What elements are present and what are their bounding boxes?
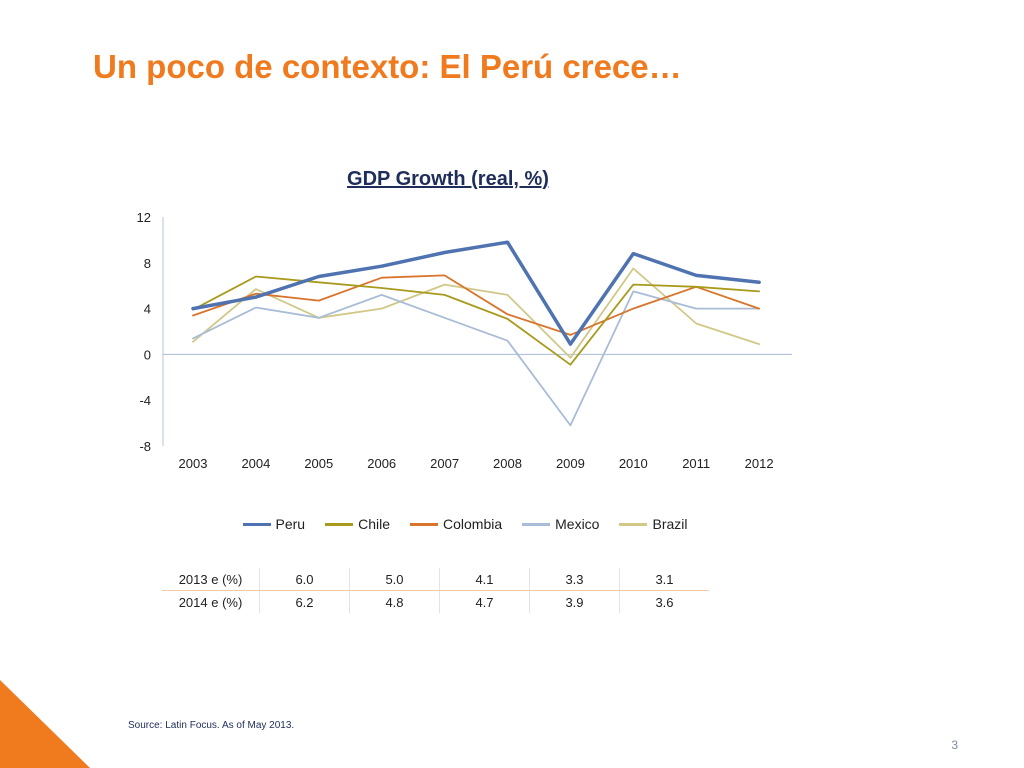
forecast-cell: 5.0 xyxy=(349,568,440,591)
y-tick-label: 0 xyxy=(144,347,151,362)
forecast-cell: 4.8 xyxy=(349,590,440,613)
forecast-cell: 4.7 xyxy=(439,590,530,613)
table-row: 2013 e (%) 6.0 5.0 4.1 3.3 3.1 xyxy=(162,568,709,591)
x-tick-label: 2003 xyxy=(179,456,208,471)
forecast-cell: 3.9 xyxy=(529,590,620,613)
x-tick-label: 2010 xyxy=(619,456,648,471)
x-tick-label: 2004 xyxy=(241,456,270,471)
slide-title: Un poco de contexto: El Perú crece… xyxy=(93,48,682,85)
forecast-row-label: 2014 e (%) xyxy=(178,594,243,610)
legend-item-colombia: Colombia xyxy=(409,516,503,532)
forecast-cell: 6.2 xyxy=(259,590,350,613)
y-tick-label: 4 xyxy=(144,302,151,317)
forecast-cell: 3.1 xyxy=(619,568,709,591)
legend-swatch-peru xyxy=(242,522,271,526)
chart-title: GDP Growth (real, %) xyxy=(347,168,549,190)
page-number: 3 xyxy=(951,738,958,752)
legend-swatch-chile xyxy=(325,522,354,526)
series-line-colombia xyxy=(192,274,760,336)
y-tick-label: -4 xyxy=(139,393,151,408)
x-tick-label: 2005 xyxy=(304,456,333,471)
legend-label-colombia: Colombia xyxy=(442,516,503,532)
forecast-row-label: 2013 e (%) xyxy=(162,568,260,591)
gdp-growth-line-chart: 12 8 4 0 -4 -8 2003 2004 2005 2006 2007 2008 2009 201… xyxy=(137,210,792,471)
forecast-table: 2013 e (%) 6.0 5.0 4.1 3.3 3.1 2014 e (%… xyxy=(162,568,709,613)
legend-item-mexico: Mexico xyxy=(522,516,599,532)
x-tick-label: 2011 xyxy=(682,456,710,471)
legend-item-chile: Chile xyxy=(325,516,390,532)
forecast-cell: 3.6 xyxy=(619,590,709,613)
forecast-cell: 6.0 xyxy=(259,568,350,591)
legend-swatch-brazil xyxy=(619,522,648,526)
legend-item-peru: Peru xyxy=(242,516,306,532)
series-line-chile xyxy=(192,275,760,366)
x-tick-label: 2007 xyxy=(430,456,459,471)
x-tick-label: 2012 xyxy=(745,456,774,471)
x-tick-label: 2009 xyxy=(556,456,585,471)
legend-label-brazil: Brazil xyxy=(652,516,688,532)
series-line-mexico xyxy=(192,290,760,427)
series-line-peru xyxy=(191,240,761,346)
series-line-brazil xyxy=(192,267,760,359)
x-tick-label: 2006 xyxy=(367,456,396,471)
y-tick-label: -8 xyxy=(139,439,151,454)
y-tick-label: 8 xyxy=(144,256,151,271)
table-row: 2014 e (%) 6.2 4.8 4.7 3.9 3.6 xyxy=(162,590,709,613)
legend-label-mexico: Mexico xyxy=(555,516,600,532)
forecast-cell: 3.3 xyxy=(529,568,620,591)
x-tick-label: 2008 xyxy=(493,456,522,471)
legend-item-brazil: Brazil xyxy=(619,516,688,532)
forecast-cell: 4.1 xyxy=(439,568,530,591)
corner-triangle-decoration xyxy=(0,680,90,768)
legend-label-chile: Chile xyxy=(358,516,390,532)
legend-swatch-mexico xyxy=(522,522,551,526)
y-tick-label: 12 xyxy=(137,210,151,225)
chart-legend: Peru Chile Colombia Mexico Brazil xyxy=(0,516,930,532)
legend-swatch-colombia xyxy=(409,522,438,526)
legend-label-peru: Peru xyxy=(275,516,306,532)
source-note: Source: Latin Focus. As of May 2013. xyxy=(128,720,295,731)
